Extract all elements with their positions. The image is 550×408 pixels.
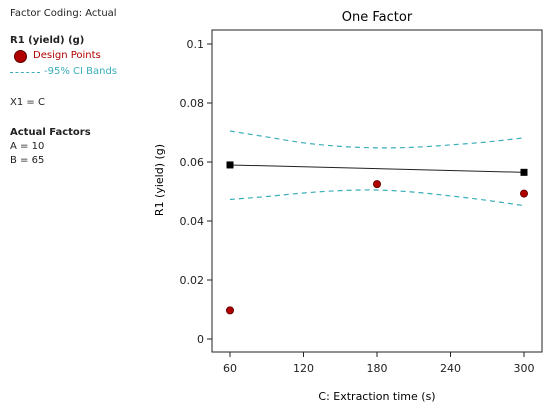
ci-lower-band xyxy=(229,189,525,207)
response-label: R1 (yield) (g) xyxy=(10,35,85,46)
design-point xyxy=(372,180,381,189)
x-tick-label: 60 xyxy=(223,362,237,375)
legend-ci-bands-label: -95% CI Bands xyxy=(44,66,118,77)
design-point xyxy=(520,189,529,198)
factor-coding-label: Factor Coding: Actual xyxy=(10,8,117,19)
y-tick-label: 0.06 xyxy=(180,156,205,169)
x-tick-label: 120 xyxy=(293,362,314,375)
y-tick-label: 0.08 xyxy=(180,97,205,110)
legend-design-points: Design Points xyxy=(10,48,160,64)
ci-upper-band xyxy=(229,130,525,149)
design-point xyxy=(225,306,234,315)
y-axis-label: R1 (yield) (g) xyxy=(153,144,166,216)
fit-end-marker xyxy=(520,168,528,176)
y-tick-label: 0.02 xyxy=(180,274,205,287)
legend-design-points-label: Design Points xyxy=(33,50,101,61)
y-tick-label: 0.1 xyxy=(187,38,205,51)
factor-b-value: B = 65 xyxy=(10,155,45,166)
y-tick-label: 0.04 xyxy=(180,215,205,228)
actual-factors-title: Actual Factors xyxy=(10,127,91,138)
y-tick-label: 0 xyxy=(197,333,204,346)
x-axis-label: C: Extraction time (s) xyxy=(318,390,435,403)
design-point-marker-icon xyxy=(14,49,27,63)
plot-area xyxy=(211,29,543,353)
factor-a-value: A = 10 xyxy=(10,141,45,152)
chart-title: One Factor xyxy=(342,10,413,25)
fit-line xyxy=(229,164,525,173)
x-tick-label: 300 xyxy=(514,362,535,375)
x1-factor-label: X1 = C xyxy=(10,97,45,108)
x-tick-label: 180 xyxy=(367,362,388,375)
x-tick-label: 240 xyxy=(440,362,461,375)
fit-end-marker xyxy=(226,161,234,169)
dashed-line-icon xyxy=(10,71,40,73)
factor-settings-panel: Factor Coding: Actual R1 (yield) (g) Des… xyxy=(10,7,160,168)
legend-ci-bands: -95% CI Bands xyxy=(10,64,160,80)
